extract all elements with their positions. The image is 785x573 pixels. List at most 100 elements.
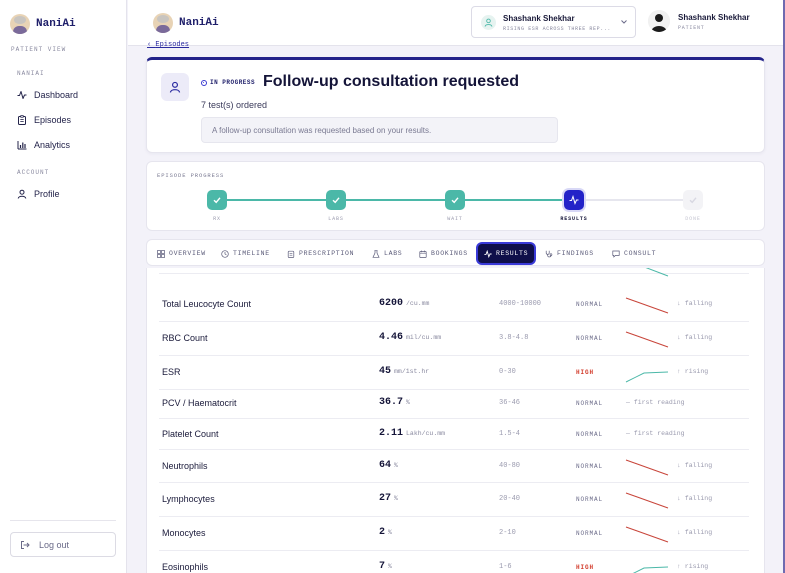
progress-line-done bbox=[227, 199, 585, 201]
topbar-brand[interactable]: NaniAi bbox=[153, 13, 219, 33]
status-badge: NORMAL bbox=[576, 530, 604, 537]
sidebar-item-episodes[interactable]: Episodes bbox=[17, 115, 71, 125]
patient-name: Shashank Shekhar bbox=[503, 14, 575, 23]
bar-chart-icon bbox=[17, 141, 27, 150]
tab-findings[interactable]: FINDINGS bbox=[539, 244, 600, 263]
sparkline-path bbox=[625, 371, 669, 383]
brand-logo bbox=[10, 14, 30, 34]
flask-icon bbox=[372, 249, 380, 258]
tab-label: BOOKINGS bbox=[431, 250, 468, 257]
tab-overview[interactable]: OVERVIEW bbox=[151, 244, 212, 263]
sidebar-item-dashboard[interactable]: Dashboard bbox=[17, 90, 78, 100]
table-row[interactable]: RBC Count 4.46 mil/cu.mm 3.8-4.8 NORMAL ↓ fal… bbox=[159, 322, 749, 356]
activity-icon bbox=[484, 249, 492, 258]
sidebar-section-main: NANIAI bbox=[17, 70, 45, 77]
tests-ordered: 7 test(s) ordered bbox=[201, 100, 268, 110]
status-badge: NORMAL bbox=[576, 463, 604, 470]
logout-button[interactable]: Log out bbox=[10, 532, 116, 557]
table-row[interactable]: Eosinophils 7% 1-6 HIGH ↑ rising bbox=[159, 551, 749, 573]
sidebar-item-label: Profile bbox=[34, 189, 60, 199]
step-label-done: DONE bbox=[685, 216, 701, 222]
result-reference-range: 1-6 bbox=[499, 563, 512, 571]
result-value-number: 7 bbox=[379, 561, 386, 572]
status-badge: HIGH bbox=[576, 369, 595, 376]
sidebar-item-label: Episodes bbox=[34, 115, 72, 125]
result-value: 4.46 mil/cu.mm bbox=[379, 332, 441, 343]
user-icon bbox=[484, 18, 493, 27]
result-reference-range: 2-10 bbox=[499, 529, 516, 537]
clipboard-icon bbox=[287, 250, 295, 258]
sparkline bbox=[625, 526, 669, 543]
activity-icon bbox=[569, 195, 579, 205]
sidebar-brand[interactable]: NaniAi bbox=[10, 14, 76, 34]
calendar-icon bbox=[419, 250, 427, 258]
table-row[interactable]: Neutrophils 64% 40-80 NORMAL ↓ falling bbox=[159, 450, 749, 483]
tab-prescription[interactable]: PRESCRIPTION bbox=[281, 244, 360, 263]
sparkline bbox=[625, 492, 669, 509]
step-done bbox=[683, 190, 703, 210]
result-trend: ↓ falling bbox=[677, 495, 713, 502]
tab-label: OVERVIEW bbox=[169, 250, 206, 257]
result-value: 2% bbox=[379, 527, 392, 538]
table-row[interactable]: Lymphocytes 27% 20-40 NORMAL ↓ falling bbox=[159, 483, 749, 517]
tab-labs[interactable]: LABS bbox=[366, 244, 408, 263]
result-trend: ↓ falling bbox=[677, 334, 713, 341]
result-value: 36.7% bbox=[379, 397, 410, 408]
sidebar-item-analytics[interactable]: Analytics bbox=[17, 140, 70, 150]
sidebar-divider bbox=[10, 520, 116, 521]
sparkline-path bbox=[625, 526, 669, 543]
back-link[interactable]: ‹ Episodes bbox=[147, 41, 190, 49]
tab-consult[interactable]: CONSULT bbox=[606, 244, 662, 263]
sidebar-item-label: Analytics bbox=[34, 140, 71, 150]
tab-bookings[interactable]: BOOKINGS bbox=[413, 244, 474, 263]
result-value-number: 64 bbox=[379, 460, 392, 471]
progress-title: EPISODE PROGRESS bbox=[157, 172, 225, 179]
patient-avatar bbox=[481, 15, 496, 30]
sparkline bbox=[625, 331, 669, 348]
tab-label: PRESCRIPTION bbox=[299, 250, 355, 257]
result-unit: % bbox=[388, 529, 392, 536]
brand-name: NaniAi bbox=[179, 17, 219, 29]
result-value: 64% bbox=[379, 460, 398, 471]
window-edge bbox=[783, 0, 785, 573]
patient-subtitle: RISING ESR ACROSS THREE REP... bbox=[503, 26, 612, 32]
patient-selector[interactable]: Shashank Shekhar RISING ESR ACROSS THREE… bbox=[471, 6, 636, 38]
brand-name: NaniAi bbox=[36, 18, 76, 30]
result-unit: Lakh/cu.mm bbox=[406, 430, 446, 437]
sparkline bbox=[625, 297, 669, 314]
view-caption: PATIENT VIEW bbox=[11, 46, 67, 53]
top-bar: NaniAi Shashank Shekhar RISING ESR ACROS… bbox=[128, 0, 785, 46]
result-value: 2.11 Lakh/cu.mm bbox=[379, 428, 445, 439]
sparkline bbox=[645, 268, 669, 277]
sidebar-item-profile[interactable]: Profile bbox=[17, 189, 60, 199]
result-unit: % bbox=[406, 399, 410, 406]
table-row[interactable]: Monocytes 2% 2-10 NORMAL ↓ falling bbox=[159, 517, 749, 551]
table-row[interactable]: PCV / Haematocrit 36.7% 36-46 NORMAL — first… bbox=[159, 389, 749, 419]
result-unit: mm/1st.hr bbox=[394, 368, 430, 375]
tab-label: TIMELINE bbox=[233, 250, 270, 257]
step-label-wait: WAIT bbox=[447, 216, 463, 222]
table-row[interactable]: Total Leucocyte Count 6200/cu.mm 4000-1000… bbox=[159, 288, 749, 322]
result-name: Monocytes bbox=[162, 528, 206, 538]
tab-timeline[interactable]: TIMELINE bbox=[215, 244, 276, 263]
table-row-partial bbox=[159, 268, 749, 277]
result-trend: ↑ rising bbox=[677, 368, 709, 375]
check-icon bbox=[451, 197, 459, 204]
step-results bbox=[564, 190, 584, 210]
avatar bbox=[648, 10, 670, 32]
sparkline bbox=[625, 371, 669, 383]
result-trend: — first reading bbox=[626, 399, 685, 406]
check-icon bbox=[213, 197, 221, 204]
table-row[interactable]: Platelet Count 2.11 Lakh/cu.mm 1.5-4 NORMAL —… bbox=[159, 419, 749, 450]
result-reference-range: 36-46 bbox=[499, 399, 521, 407]
episode-header: IN PROGRESS Follow-up consultation reque… bbox=[146, 57, 765, 153]
result-unit: /cu.mm bbox=[406, 300, 430, 307]
status-label: IN PROGRESS bbox=[210, 79, 256, 86]
tab-results[interactable]: RESULTS bbox=[478, 244, 535, 263]
result-value-number: 45 bbox=[379, 366, 392, 377]
sparkline bbox=[625, 459, 669, 476]
clipboard-icon bbox=[18, 115, 26, 125]
result-value-number: 36.7 bbox=[379, 397, 404, 408]
step-label-results: RESULTS bbox=[560, 216, 588, 222]
table-row[interactable]: ESR 45 mm/1st.hr 0-30 HIGH ↑ rising bbox=[159, 356, 749, 390]
